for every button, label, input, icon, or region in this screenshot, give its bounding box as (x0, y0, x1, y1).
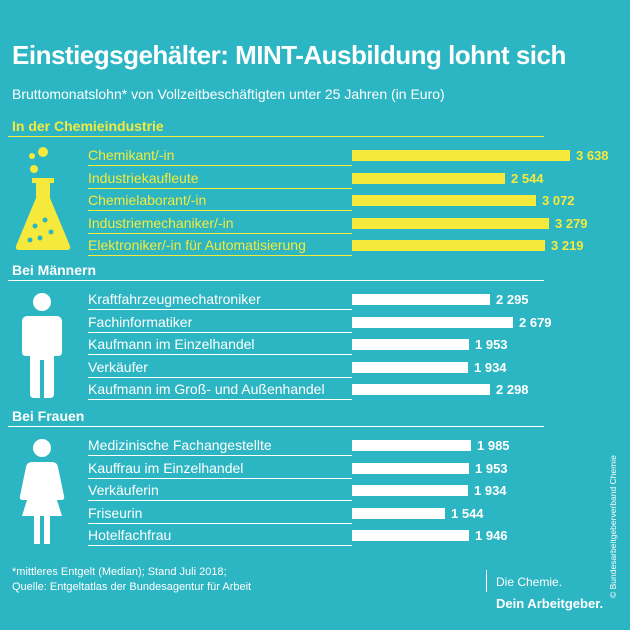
category-label: Kauffrau im Einzelhandel (88, 459, 244, 476)
bar (352, 507, 445, 519)
chart-title: Einstiegsgehälter: MINT-Ausbildung lohnt… (12, 40, 566, 70)
footnote: *mittleres Entgelt (Median); Stand Juli … (12, 565, 251, 595)
footnote-line: *mittleres Entgelt (Median); Stand Juli … (12, 566, 227, 578)
category-label: Verkäuferin (88, 482, 159, 498)
row-divider (88, 255, 352, 256)
row-divider (88, 210, 352, 211)
logo-line-2: Dein Arbeitgeber. (496, 596, 604, 611)
row-divider (88, 232, 352, 234)
bar (352, 485, 468, 496)
bar-value-label: 1 953 (475, 460, 508, 476)
bar-value-label: 3 638 (576, 148, 609, 163)
bar-value-label: 2 544 (511, 170, 544, 186)
bar (352, 294, 490, 305)
source-line: Quelle: Entgeltatlas der Bundesagentur f… (12, 581, 252, 593)
bar-value-label: 2 679 (519, 314, 552, 330)
bar (352, 361, 468, 373)
copyright-text: © Bundesarbeitgeberverband Chemie (608, 455, 618, 598)
row-divider (88, 309, 352, 310)
bar-value-label: 2 298 (496, 382, 529, 397)
category-label: Verkäufer (88, 358, 148, 375)
bar-value-label: 1 985 (477, 438, 510, 453)
bar-value-label: 1 934 (474, 359, 507, 375)
woman-icon (19, 439, 65, 544)
row-divider (88, 477, 352, 479)
bar (352, 530, 469, 541)
bar (352, 316, 513, 328)
row-divider (88, 376, 352, 378)
man-icon (22, 293, 62, 398)
category-label: Elektroniker/-in für Automatisierung (88, 237, 306, 253)
section-divider (8, 136, 544, 137)
brand-logo: Die Chemie. Dein Arbeitgeber. (486, 568, 603, 618)
logo-line-1: Die Chemie. (496, 575, 563, 589)
chart-subtitle: Bruttomonatslohn* von Vollzeitbeschäftig… (12, 86, 445, 102)
category-label: Medizinische Fachangestellte (88, 437, 272, 453)
bar (352, 172, 505, 184)
section-title: In der Chemieindustrie (12, 118, 164, 134)
row-divider (88, 354, 352, 355)
section-divider (8, 426, 544, 427)
bar-value-label: 3 219 (551, 238, 584, 253)
category-label: Fachinformatiker (88, 313, 193, 330)
category-label: Friseurin (88, 504, 143, 521)
row-divider (88, 455, 352, 456)
row-divider (88, 187, 352, 189)
category-label: Chemielaborant/-in (88, 192, 207, 208)
bar (352, 195, 536, 206)
category-label: Chemikant/-in (88, 147, 175, 163)
bar (352, 462, 469, 474)
bar-value-label: 3 072 (542, 193, 575, 208)
flask-icon (15, 147, 71, 250)
bar-value-label: 1 934 (474, 483, 507, 498)
bar (352, 440, 471, 451)
category-label: Kaufmann im Einzelhandel (88, 336, 255, 352)
row-divider (88, 331, 352, 333)
section-title: Bei Frauen (12, 408, 85, 424)
category-label: Industriekaufleute (88, 169, 199, 186)
bar-value-label: 3 279 (555, 215, 588, 231)
bar (352, 150, 570, 161)
row-divider (88, 500, 352, 501)
row-divider (88, 165, 352, 166)
section-title: Bei Männern (12, 262, 97, 278)
bar (352, 339, 469, 350)
bar (352, 217, 549, 229)
category-label: Industriemechaniker/-in (88, 214, 234, 231)
logo-divider (486, 570, 487, 592)
bar-value-label: 2 295 (496, 292, 529, 307)
bar-value-label: 1 946 (475, 528, 508, 543)
bar (352, 240, 545, 251)
bar-value-label: 1 544 (451, 505, 484, 521)
bar-value-label: 1 953 (475, 337, 508, 352)
row-divider (88, 522, 352, 524)
category-label: Kaufmann im Groß- und Außenhandel (88, 381, 325, 397)
row-divider (88, 545, 352, 546)
category-label: Kraftfahrzeugmechatroniker (88, 291, 261, 307)
category-label: Hotelfachfrau (88, 527, 172, 543)
row-divider (88, 399, 352, 400)
section-divider (8, 280, 544, 281)
bar (352, 384, 490, 395)
